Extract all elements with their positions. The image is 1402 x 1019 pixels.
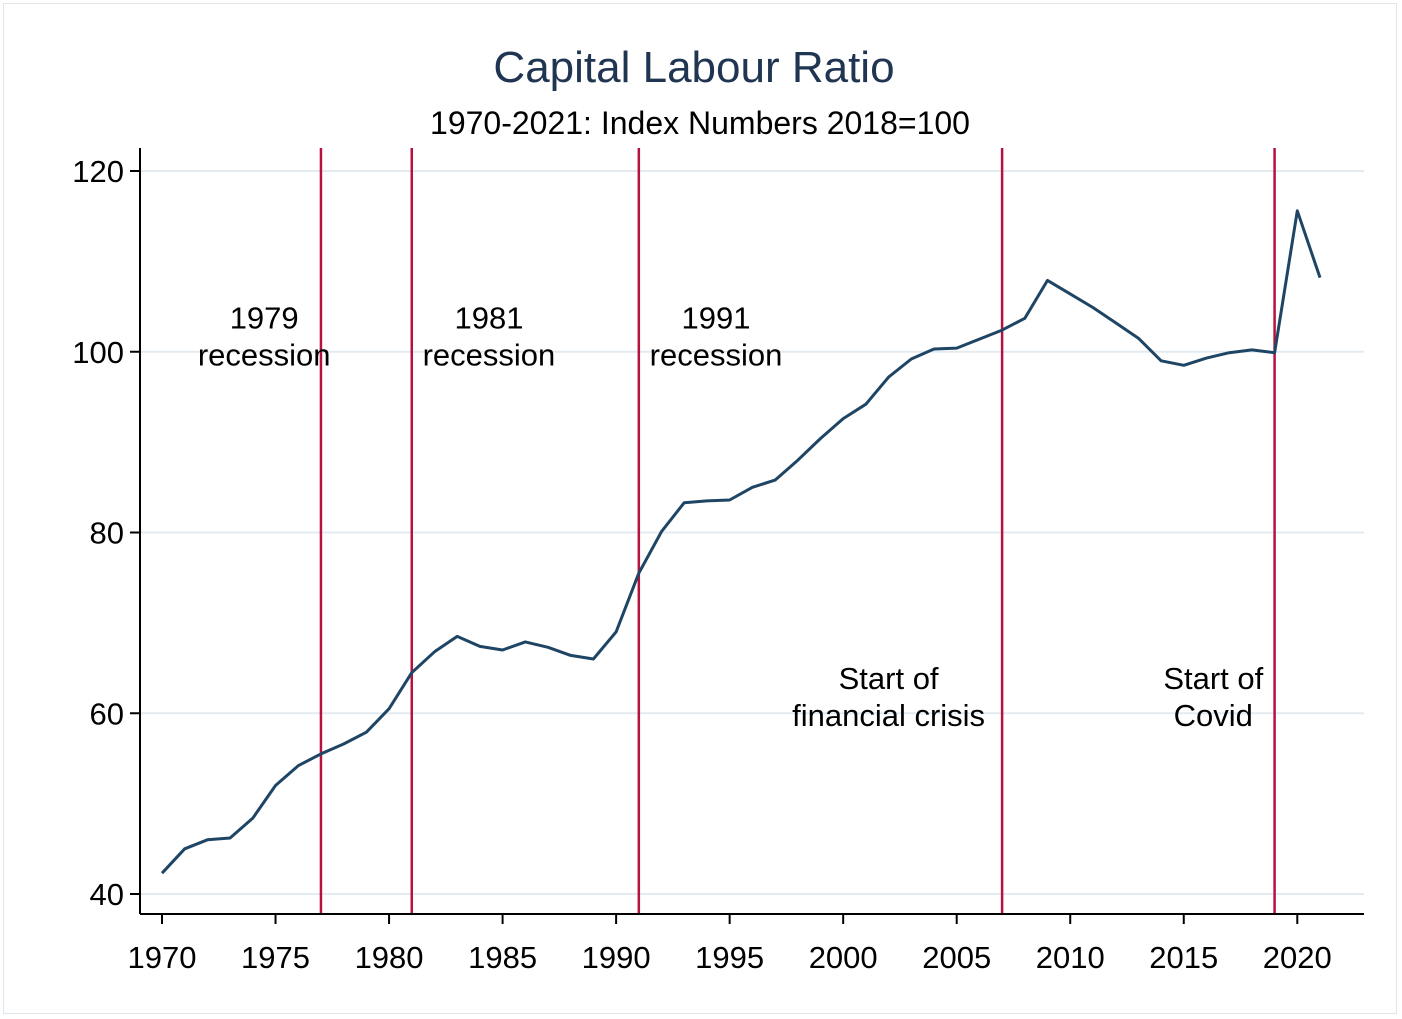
y-tick-label: 40 [90,877,124,912]
x-tick-label: 2005 [922,940,991,975]
x-tick-label: 2000 [809,940,878,975]
data-point-2005 [955,347,958,350]
gridlines [140,170,1364,895]
data-point-1991 [637,572,640,575]
data-point-1981 [410,671,413,674]
data-point-1993 [683,501,686,504]
data-point-1982 [433,650,436,653]
x-tick-label: 2020 [1263,940,1332,975]
data-point-1976 [297,764,300,767]
data-point-2010 [1069,292,1072,295]
event-annotation-1991: 1991 [682,300,751,335]
x-tick-label: 1970 [128,940,197,975]
data-point-2014 [1160,359,1163,362]
x-tick-label: 1995 [695,940,764,975]
series-group [160,209,1322,875]
x-tick-label: 2010 [1036,940,1105,975]
data-point-1978 [342,742,345,745]
event-annotation-2019: Covid [1174,698,1253,733]
data-point-1983 [456,635,459,638]
data-point-1975 [274,784,277,787]
x-tick-label: 1990 [582,940,651,975]
capital-labour-ratio-line [160,209,1322,875]
data-point-1990 [615,630,618,633]
y-tick-label: 60 [90,696,124,731]
data-point-1985 [501,648,504,651]
event-annotation-1977: recession [198,337,331,372]
y-tick-label: 80 [90,516,124,551]
event-annotation-2007: Start of [839,661,939,696]
data-point-2002 [887,376,890,379]
event-annotation-1991: recession [650,337,783,372]
data-point-2018 [1250,348,1253,351]
data-point-2008 [1023,317,1026,320]
data-point-2001 [864,403,867,406]
data-point-1998 [796,459,799,462]
data-point-2006 [978,338,981,341]
chart-subtitle: 1970-2021: Index Numbers 2018=100 [430,105,970,141]
data-point-1992 [660,530,663,533]
data-point-1988 [569,654,572,657]
event-lines [319,148,1276,914]
data-point-1977 [319,752,322,755]
event-annotations: 1979recession1981recession1991recessionS… [198,300,1264,733]
data-point-1996 [751,486,754,489]
data-point-2013 [1137,337,1140,340]
data-point-1970 [161,872,164,875]
data-point-1994 [705,499,708,502]
data-point-2011 [1091,306,1094,309]
data-point-1979 [365,731,368,734]
data-point-2015 [1182,364,1185,367]
data-point-2019 [1273,351,1276,354]
x-tick-label: 1975 [241,940,310,975]
chart-title: Capital Labour Ratio [493,43,894,92]
event-annotation-1981: 1981 [454,300,523,335]
axes: 40 60 80 100 120 1970 1975 1980 1985 1990 1995 2000… [72,148,1364,975]
data-point-1987 [547,646,550,649]
data-point-2020 [1296,209,1299,212]
data-point-2012 [1114,321,1117,324]
data-point-2009 [1046,279,1049,282]
data-point-2000 [842,417,845,420]
event-annotation-2019: Start of [1163,661,1263,696]
data-point-1984 [478,645,481,648]
data-point-1980 [388,707,391,710]
data-point-1973 [229,836,232,839]
data-point-2021 [1319,276,1322,279]
data-point-1997 [774,479,777,482]
y-tick-label: 100 [72,335,124,370]
data-point-2003 [910,357,913,360]
y-tick-label: 120 [72,154,124,189]
data-point-1989 [592,658,595,661]
data-point-1999 [819,437,822,440]
x-tick-label: 1985 [468,940,537,975]
data-point-1972 [206,838,209,841]
event-annotation-2007: financial crisis [792,698,985,733]
data-point-2016 [1205,357,1208,360]
event-annotation-1981: recession [423,337,556,372]
data-point-1974 [251,817,254,820]
data-point-1995 [728,498,731,501]
data-point-2007 [1001,329,1004,332]
x-tick-label: 2015 [1149,940,1218,975]
event-annotation-1977: 1979 [230,300,299,335]
data-point-2004 [933,348,936,351]
data-point-1986 [524,640,527,643]
x-tick-label: 1980 [355,940,424,975]
data-point-1971 [183,847,186,850]
data-point-2017 [1228,351,1231,354]
